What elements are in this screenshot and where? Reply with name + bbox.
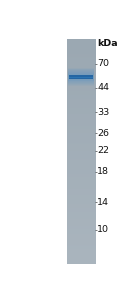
Bar xyxy=(69,74,93,79)
Bar xyxy=(68,71,94,83)
Text: 33: 33 xyxy=(97,108,109,117)
Bar xyxy=(68,68,94,85)
Text: 26: 26 xyxy=(97,129,109,138)
Text: 14: 14 xyxy=(97,198,109,207)
Text: 70: 70 xyxy=(97,59,109,68)
Text: 44: 44 xyxy=(97,83,109,92)
Text: 18: 18 xyxy=(97,167,109,176)
Bar xyxy=(68,71,94,83)
Bar xyxy=(68,68,94,86)
Bar xyxy=(68,73,94,80)
Text: 22: 22 xyxy=(97,147,109,155)
Text: 10: 10 xyxy=(97,225,109,234)
Bar xyxy=(69,77,93,78)
Text: kDa: kDa xyxy=(97,39,118,48)
Bar xyxy=(68,74,94,80)
Bar xyxy=(68,72,94,81)
Bar xyxy=(68,69,94,84)
